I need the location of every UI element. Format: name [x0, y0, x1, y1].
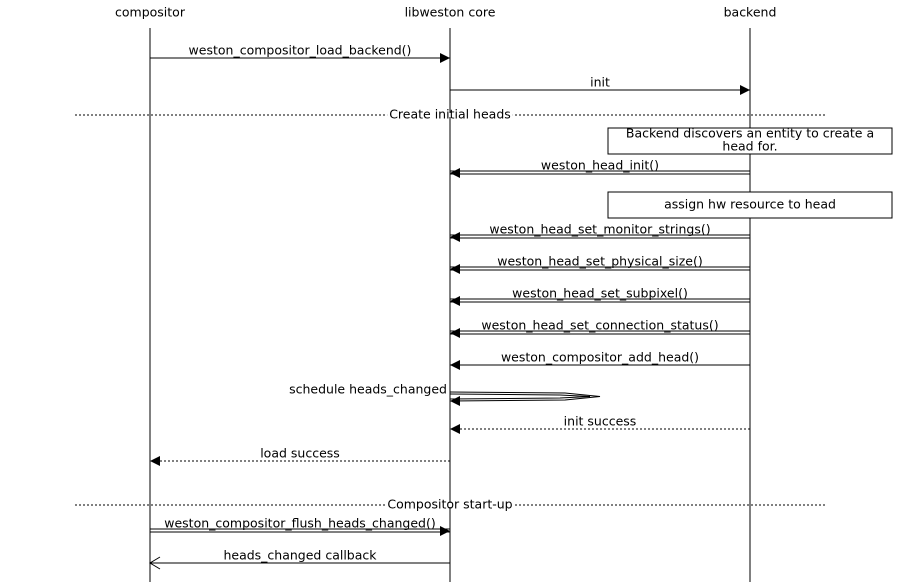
- message-label: load success: [260, 446, 340, 461]
- note-text: head for.: [722, 139, 777, 154]
- note-text: Backend discovers an entity to create a: [626, 126, 874, 141]
- arrow-head: [450, 232, 460, 242]
- note-box: [607, 191, 893, 219]
- separator-label: Create initial heads: [389, 107, 511, 122]
- message-label: weston_compositor_load_backend(): [189, 43, 412, 58]
- arrow-line: [449, 393, 591, 400]
- note-text: assign hw resource to head: [664, 197, 836, 212]
- participant-label: compositor: [115, 5, 186, 20]
- message-label: init success: [564, 414, 637, 429]
- arrow-head: [450, 264, 460, 274]
- arrow-head: [149, 556, 161, 570]
- message-label: heads_changed callback: [223, 548, 377, 563]
- arrow-head: [450, 424, 460, 434]
- message-label: weston_compositor_add_head(): [501, 350, 699, 365]
- separator-label-bg: [385, 503, 515, 507]
- arrow-head: [450, 360, 460, 370]
- arrow-head: [440, 53, 450, 63]
- arrow-head: [450, 168, 460, 178]
- arrow-head: [150, 456, 160, 466]
- message-label: weston_head_set_subpixel(): [512, 286, 688, 301]
- message-label: init: [590, 75, 610, 90]
- message-label: weston_compositor_flush_heads_changed(): [164, 516, 436, 531]
- message-label: schedule heads_changed: [289, 382, 447, 397]
- message-label: weston_head_set_connection_status(): [481, 318, 718, 333]
- arrow-line: [449, 391, 601, 402]
- note-box: [607, 127, 893, 155]
- arrow-head: [740, 85, 750, 95]
- message-label: weston_head_init(): [541, 158, 659, 173]
- separator-label-bg: [387, 113, 513, 117]
- participant-label: libweston core: [405, 5, 496, 20]
- arrow-head: [450, 296, 460, 306]
- arrow-head: [450, 328, 460, 338]
- message-label: weston_head_set_monitor_strings(): [489, 222, 710, 237]
- participant-label: backend: [724, 5, 777, 20]
- arrow-head: [450, 396, 460, 406]
- arrow-head: [440, 526, 450, 536]
- separator-label: Compositor start-up: [387, 497, 512, 512]
- message-label: weston_head_set_physical_size(): [497, 254, 702, 269]
